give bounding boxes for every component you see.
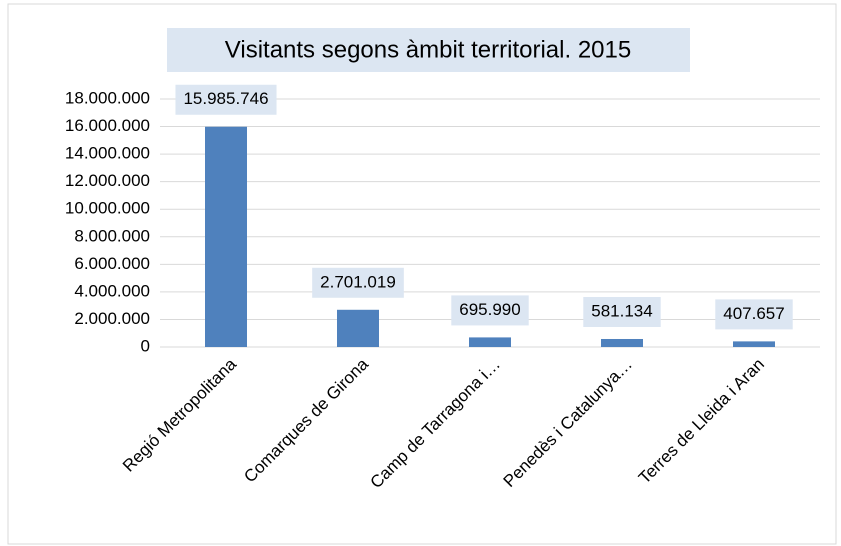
y-tick-label: 14.000.000 bbox=[65, 144, 150, 163]
chart-border bbox=[7, 3, 837, 545]
data-label: 695.990 bbox=[459, 300, 520, 319]
data-label-box bbox=[451, 295, 529, 326]
data-label-box bbox=[312, 267, 404, 298]
bar bbox=[205, 126, 247, 347]
data-label: 407.657 bbox=[723, 304, 784, 323]
y-tick-label: 12.000.000 bbox=[65, 171, 150, 190]
y-tick-label: 2.000.000 bbox=[74, 309, 150, 328]
chart-title: Visitants segons àmbit territorial. 2015 bbox=[225, 36, 631, 63]
data-label: 15.985.746 bbox=[183, 89, 268, 108]
y-tick-label: 6.000.000 bbox=[74, 254, 150, 273]
y-tick-label: 8.000.000 bbox=[74, 226, 150, 245]
data-label-box bbox=[715, 299, 793, 330]
y-tick-label: 0 bbox=[141, 336, 150, 355]
y-tick-label: 4.000.000 bbox=[74, 281, 150, 300]
bar bbox=[337, 309, 379, 347]
data-label: 581.134 bbox=[591, 301, 652, 320]
data-label-box bbox=[583, 296, 661, 327]
bar bbox=[469, 337, 511, 347]
bar bbox=[601, 338, 643, 347]
title-box bbox=[167, 28, 690, 72]
y-tick-label: 18.000.000 bbox=[65, 88, 150, 107]
data-label-box bbox=[175, 84, 277, 115]
y-tick-label: 10.000.000 bbox=[65, 199, 150, 218]
bar bbox=[733, 341, 775, 347]
data-label: 2.701.019 bbox=[320, 272, 396, 291]
y-tick-label: 16.000.000 bbox=[65, 116, 150, 135]
